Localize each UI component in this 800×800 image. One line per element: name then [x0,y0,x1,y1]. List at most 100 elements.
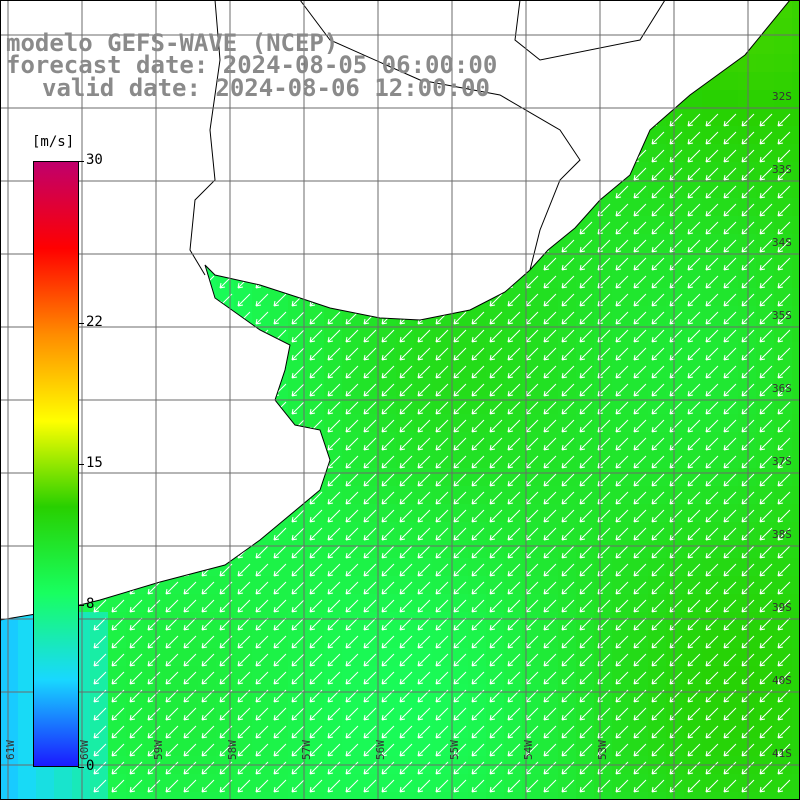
wind-arrow [201,581,215,595]
speed-cell [648,486,667,505]
speed-cell [504,450,523,469]
speed-cell [558,432,577,451]
wind-arrow [345,527,359,541]
speed-cell [90,648,109,667]
speed-cell [684,450,703,469]
speed-cell [468,666,487,685]
speed-cell [0,630,19,649]
wind-arrow [687,401,701,415]
speed-cell [234,558,253,577]
speed-cell [558,666,577,685]
wind-arrow [309,743,323,757]
speed-cell [702,90,721,109]
speed-cell [396,378,415,397]
wind-arrow [327,347,341,361]
speed-cell [252,774,271,793]
speed-cell [522,612,541,631]
wind-arrow [327,707,341,721]
speed-cell [648,774,667,793]
speed-cell [756,648,775,667]
speed-cell [72,774,91,793]
land-mass [0,0,791,621]
speed-cell [180,612,199,631]
speed-cell [648,378,667,397]
wind-arrow [705,383,719,397]
speed-cell [792,378,800,397]
speed-cell [270,684,289,703]
speed-cell [684,666,703,685]
speed-cell [522,576,541,595]
speed-cell [414,774,433,793]
wind-arrow [777,131,791,145]
wind-arrow [111,617,125,631]
wind-arrow [651,221,665,235]
wind-arrow [201,743,215,757]
wind-arrow [417,383,431,397]
wind-arrow [165,653,179,667]
wind-arrow [255,653,269,667]
speed-cell [702,648,721,667]
speed-cell [360,468,379,487]
wind-arrow [777,653,791,667]
speed-cell [558,270,577,289]
wind-arrow [759,437,773,451]
wind-arrow [759,113,773,127]
speed-cell [342,594,361,613]
speed-cell [396,792,415,800]
wind-arrow [345,761,359,775]
speed-cell [486,738,505,757]
speed-cell [720,270,739,289]
wind-arrow [345,509,359,523]
speed-cell [504,486,523,505]
wind-arrow [309,671,323,685]
speed-cell [702,684,721,703]
wind-arrow [129,761,143,775]
wind-arrow [399,671,413,685]
speed-cell [666,504,685,523]
wind-arrow [453,707,467,721]
wind-arrow [309,635,323,649]
wind-arrow [273,725,287,739]
colorbar-tick-label: 22 [86,313,103,330]
speed-cell [792,414,800,433]
wind-arrow [507,329,521,343]
speed-cell [720,648,739,667]
wind-arrow [381,437,395,451]
speed-cell [126,774,145,793]
speed-cell [576,234,595,253]
wind-arrow [687,311,701,325]
speed-cell [306,720,325,739]
wind-arrow [687,167,701,181]
wind-arrow [291,599,305,613]
wind-arrow [759,203,773,217]
speed-cell [594,594,613,613]
wind-arrow [291,743,305,757]
speed-cell [414,396,433,415]
speed-cell [576,612,595,631]
speed-cell [756,792,775,800]
speed-cell [648,432,667,451]
wind-arrow [777,743,791,757]
wind-arrow [309,491,323,505]
speed-cell [648,504,667,523]
wind-arrow [489,635,503,649]
speed-cell [648,720,667,739]
wind-arrow [687,383,701,397]
speed-cell [378,342,397,361]
speed-cell [558,648,577,667]
speed-cell [666,216,685,235]
speed-cell [270,738,289,757]
speed-cell [612,738,631,757]
wind-arrow [705,401,719,415]
speed-cell [630,792,649,800]
wind-arrow [705,491,719,505]
wind-arrow [777,149,791,163]
wind-arrow [435,527,449,541]
speed-cell [774,198,793,217]
speed-cell [450,504,469,523]
wind-arrow [705,347,719,361]
wind-arrow [723,131,737,145]
speed-cell [198,576,217,595]
wind-arrow [687,293,701,307]
wind-arrow [111,707,125,721]
